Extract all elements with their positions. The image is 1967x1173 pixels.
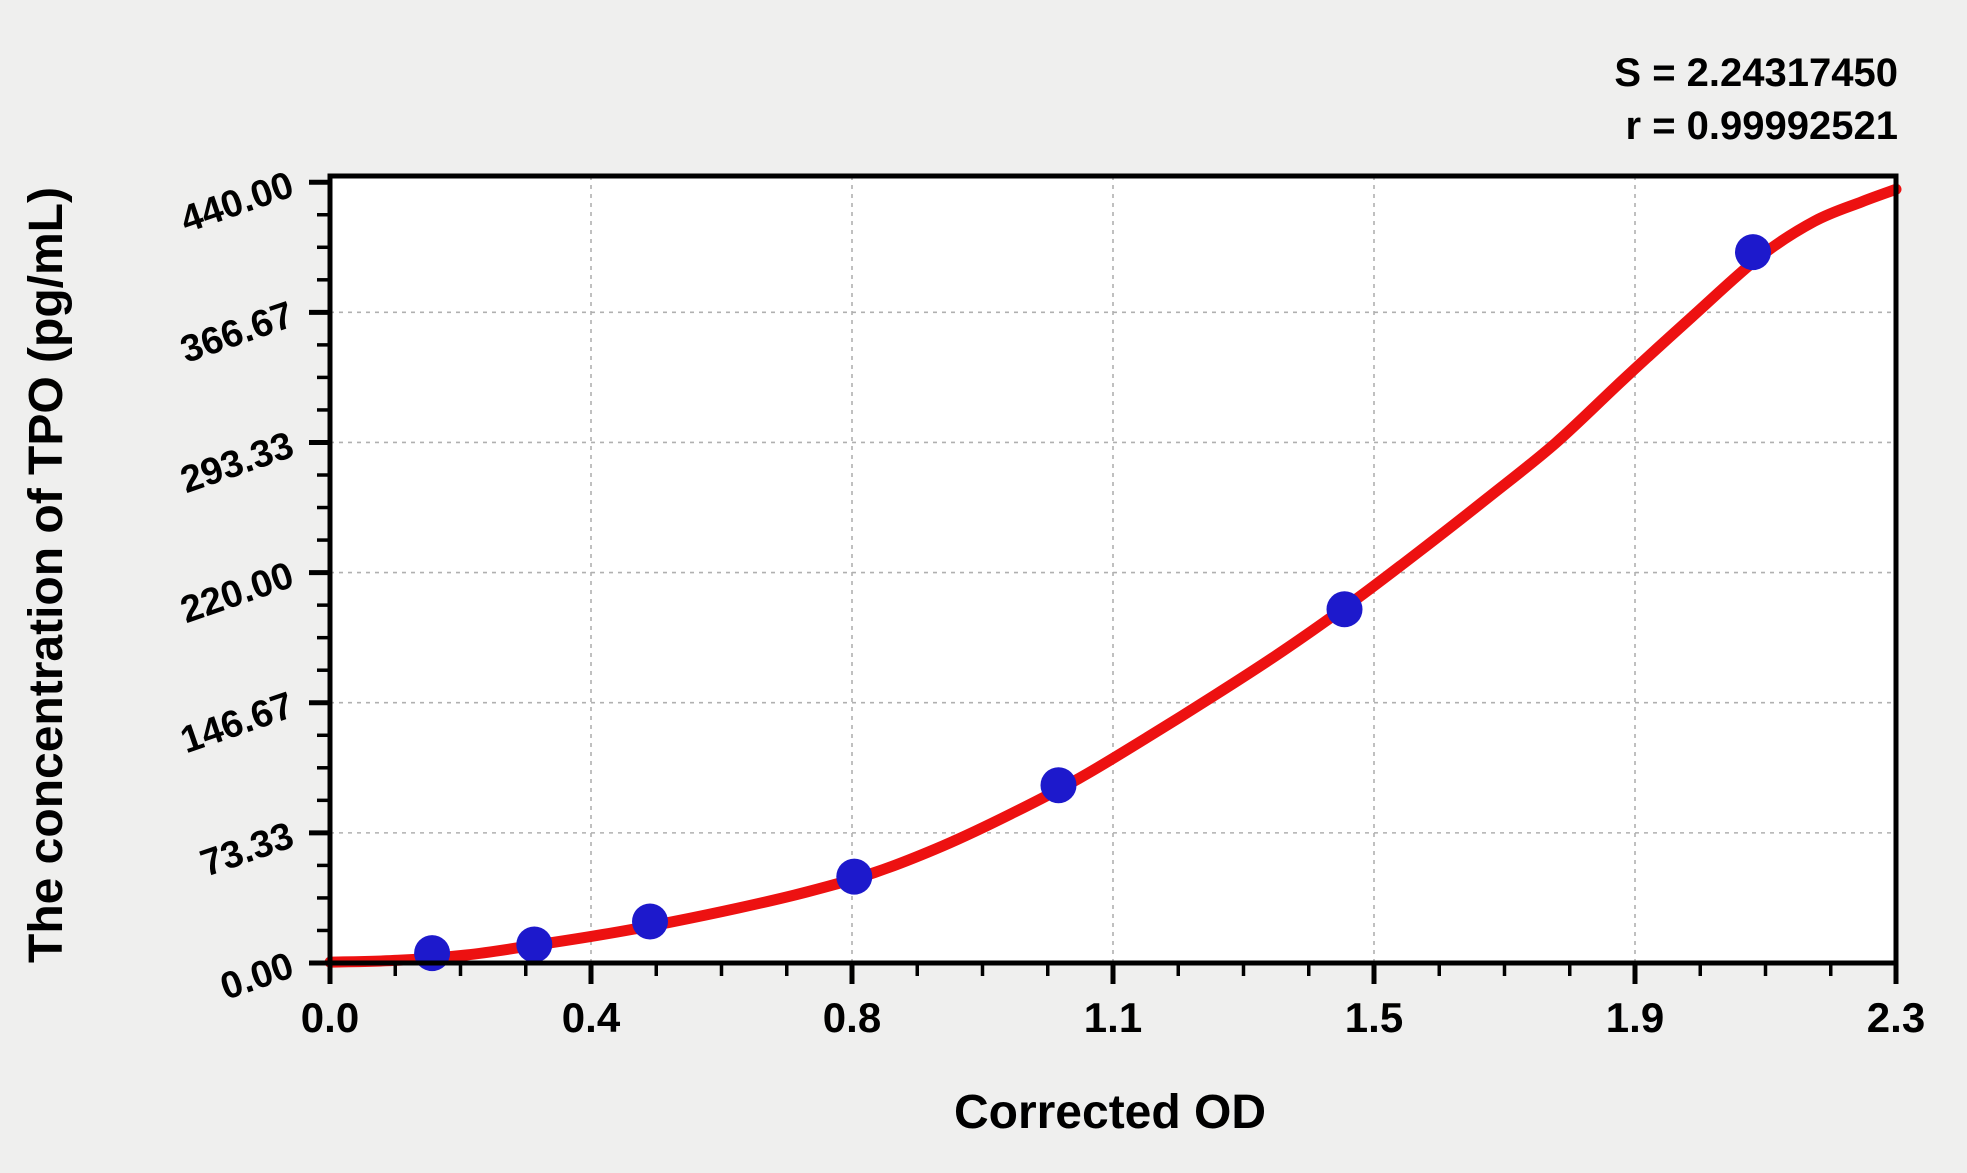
x-tick-label: 1.1 [1084,994,1142,1041]
y-tick-label: 440.00 [175,164,299,242]
plot-layer: 0.0 0.4 0.8 1.1 1.5 1.9 2.3 0.00 73.33 146.67 220.… [175,164,1925,1041]
r-value-annotation: r = 0.99992521 [1626,104,1898,148]
y-tick-label: 146.67 [175,684,299,762]
data-point [1040,767,1077,804]
y-tick-label: 293.33 [175,424,299,502]
x-tick-label: 1.5 [1345,994,1403,1041]
s-value-annotation: S = 2.24317450 [1614,51,1898,95]
data-point [1735,234,1771,271]
y-axis-title: The concentration of TPO (pg/mL) [20,187,73,963]
y-tick-label: 0.00 [215,945,299,1009]
standard-curve-line [324,183,1902,968]
data-point [1326,591,1363,628]
x-tick-label: 2.3 [1867,994,1925,1041]
data-point [836,858,873,895]
x-tick-label: 0.8 [823,994,881,1041]
y-tick-label: 366.67 [175,294,299,372]
x-tick-label: 0.0 [301,994,359,1041]
data-point [632,903,668,940]
x-tick-label: 1.9 [1606,994,1664,1041]
y-tick-label: 220.00 [175,554,299,632]
data-point [414,935,451,972]
data-point [516,926,553,963]
x-axis-title: Corrected OD [954,1086,1266,1139]
x-tick-label: 0.4 [562,994,621,1041]
plot-area [330,176,1896,963]
y-tick-label: 73.33 [195,815,299,886]
